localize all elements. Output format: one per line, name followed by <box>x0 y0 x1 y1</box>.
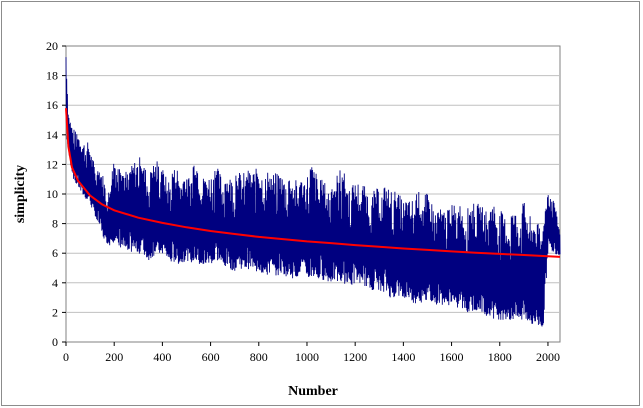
y-axis-title: simplicity <box>13 165 28 223</box>
y-tick-label: 2 <box>52 305 58 319</box>
x-tick-label: 800 <box>250 350 268 364</box>
x-axis-title: Number <box>288 384 338 399</box>
y-tick-label: 0 <box>52 335 58 349</box>
y-tick-label: 20 <box>46 39 58 53</box>
y-tick-label: 12 <box>46 157 58 171</box>
y-tick-label: 10 <box>46 187 58 201</box>
y-tick-label: 6 <box>52 246 58 260</box>
x-tick-label: 200 <box>105 350 123 364</box>
x-tick-label: 1000 <box>295 350 319 364</box>
y-tick-label: 16 <box>46 98 58 112</box>
x-tick-label: 1800 <box>488 350 512 364</box>
x-tick-label: 400 <box>153 350 171 364</box>
x-tick-label: 1200 <box>343 350 367 364</box>
series-fit-curve <box>65 108 561 258</box>
x-tick-label: 1600 <box>440 350 464 364</box>
series-oscillation-line <box>65 57 561 327</box>
x-tick-label: 0 <box>63 350 69 364</box>
y-tick-label: 8 <box>52 217 58 231</box>
y-tick-label: 14 <box>46 128 58 142</box>
x-tick-label: 1400 <box>391 350 415 364</box>
y-tick-label: 18 <box>46 69 58 83</box>
x-tick-label: 600 <box>202 350 220 364</box>
y-tick-label: 4 <box>52 276 58 290</box>
x-tick-label: 2000 <box>536 350 560 364</box>
